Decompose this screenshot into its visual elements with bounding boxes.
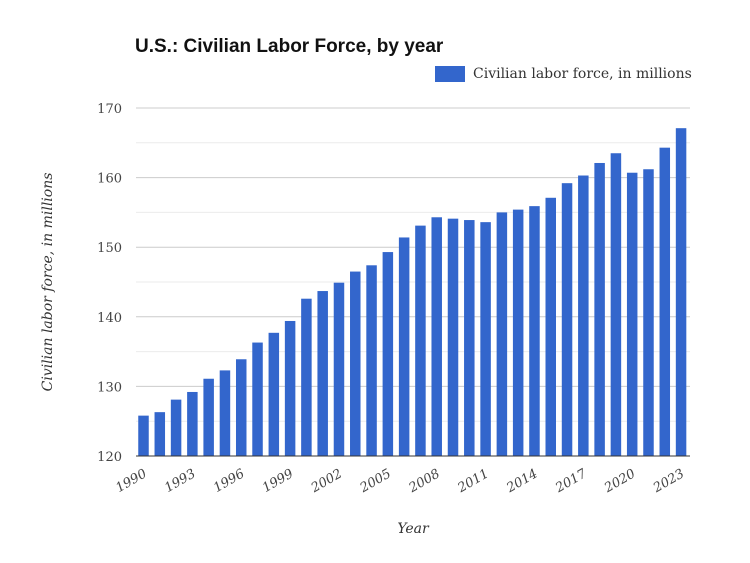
y-axis-title: Civilian labor force, in millions (40, 173, 56, 392)
bar-2013[interactable] (512, 209, 524, 456)
bar-2004[interactable] (366, 265, 377, 456)
y-tick-label: 130 (97, 380, 122, 395)
bar-2000[interactable] (301, 298, 312, 456)
bar-1992[interactable] (170, 399, 182, 456)
x-tick-label: 2008 (406, 466, 443, 496)
bar-1994[interactable] (203, 378, 214, 456)
y-tick-label: 160 (97, 172, 122, 187)
bar-2018[interactable] (594, 162, 605, 456)
bar-2017[interactable] (578, 175, 589, 456)
x-tick-label: 1993 (162, 466, 198, 496)
legend-label: Civilian labor force, in millions (473, 66, 692, 82)
bar-2006[interactable] (398, 237, 410, 456)
bar-2016[interactable] (561, 183, 573, 456)
y-tick-label: 150 (97, 241, 122, 256)
bar-2021[interactable] (643, 169, 654, 457)
x-axis-title: Year (397, 521, 430, 537)
bar-1999[interactable] (284, 320, 296, 456)
x-tick-label: 1999 (260, 466, 296, 496)
bar-2023[interactable] (675, 128, 687, 456)
bar-2001[interactable] (317, 291, 328, 456)
y-tick-label: 120 (97, 450, 122, 465)
x-tick-label: 2014 (503, 466, 540, 496)
x-tick-label: 2020 (601, 466, 638, 496)
bar-2008[interactable] (431, 217, 442, 456)
bar-2003[interactable] (350, 271, 361, 456)
bar-2019[interactable] (610, 153, 622, 457)
x-tick-label: 2005 (357, 466, 394, 496)
legend-swatch (435, 66, 465, 82)
bar-2009[interactable] (447, 218, 459, 456)
y-tick-label: 170 (97, 102, 122, 117)
chart-title: U.S.: Civilian Labor Force, by year (135, 36, 444, 57)
bar-2010[interactable] (464, 220, 475, 456)
bar-1993[interactable] (187, 391, 198, 456)
legend[interactable]: Civilian labor force, in millions (435, 66, 692, 82)
bar-2020[interactable] (626, 172, 638, 456)
y-tick-label: 140 (97, 311, 122, 326)
bar-2014[interactable] (529, 206, 540, 456)
bar-1990[interactable] (138, 415, 149, 456)
x-tick-label: 1990 (113, 466, 149, 496)
bar-2005[interactable] (382, 252, 394, 456)
x-tick-label: 2017 (552, 466, 590, 496)
bar-2002[interactable] (333, 282, 345, 456)
bar-2011[interactable] (480, 222, 491, 456)
bar-1995[interactable] (219, 370, 231, 456)
bar-1997[interactable] (252, 342, 263, 456)
x-tick-label: 2023 (650, 466, 687, 496)
bar-2012[interactable] (496, 212, 508, 456)
bar-2015[interactable] (545, 197, 557, 456)
x-tick-label: 2011 (455, 466, 492, 496)
x-tick-label: 1996 (211, 466, 247, 496)
bar-1998[interactable] (268, 332, 280, 456)
bar-2007[interactable] (415, 225, 426, 456)
bar-1991[interactable] (154, 412, 166, 456)
bar-2022[interactable] (659, 147, 671, 456)
bar-1996[interactable] (235, 359, 247, 456)
x-tick-label: 2002 (308, 466, 345, 496)
